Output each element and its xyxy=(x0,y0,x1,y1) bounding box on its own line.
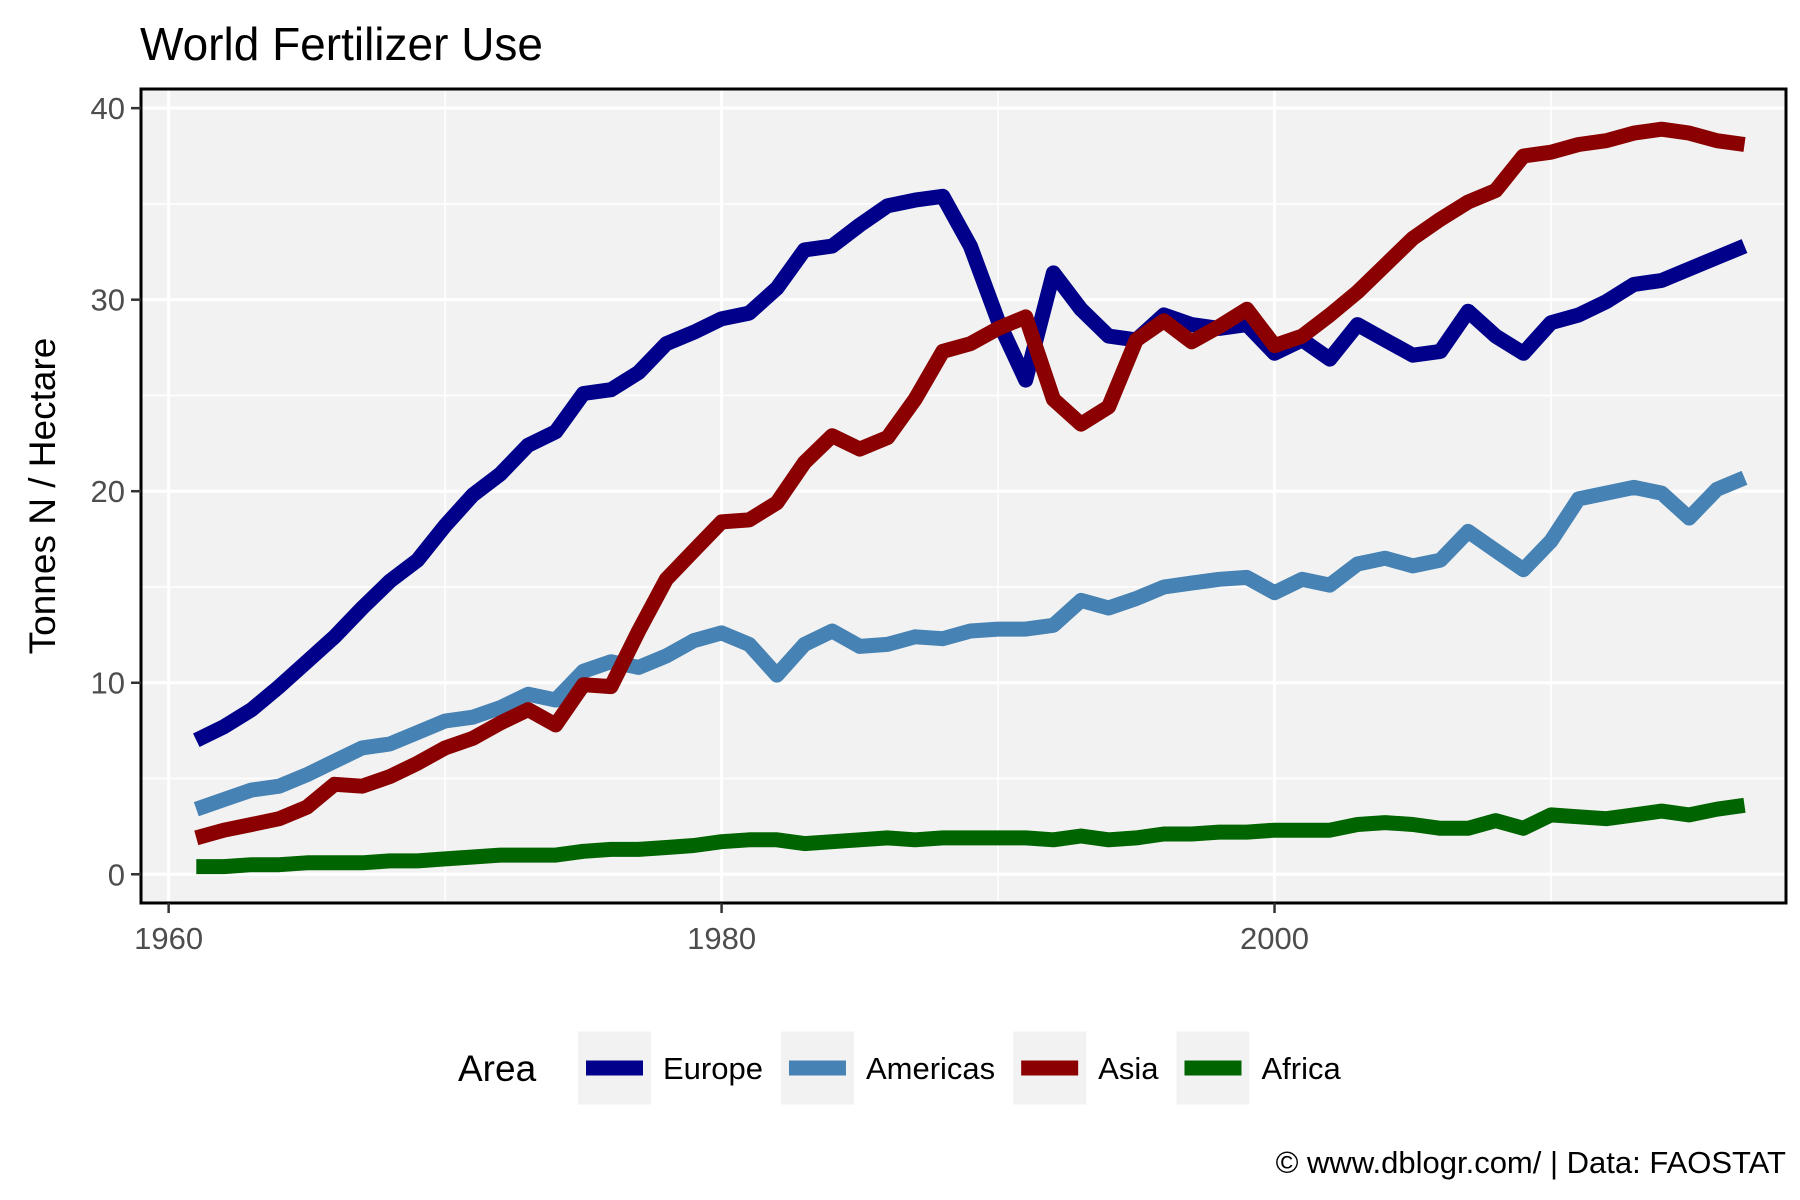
legend-title: Area xyxy=(458,1048,537,1089)
x-tick-label: 1960 xyxy=(134,921,203,956)
y-tick-label: 0 xyxy=(108,857,125,892)
legend: Area Europe Americas Asia Africa xyxy=(458,1031,1341,1105)
y-axis: 0 10 20 30 40 xyxy=(91,91,141,892)
x-tick-label: 1980 xyxy=(687,921,756,956)
x-axis: 1960 1980 2000 xyxy=(134,903,1309,956)
y-tick-label: 30 xyxy=(91,283,125,318)
chart-title: World Fertilizer Use xyxy=(140,18,543,70)
series-line-africa xyxy=(196,797,1746,875)
caption: © www.dblogr.com/ | Data: FAOSTAT xyxy=(1276,1145,1786,1180)
y-tick-label: 20 xyxy=(91,474,125,509)
legend-label-africa: Africa xyxy=(1261,1051,1341,1086)
y-axis-title: Tonnes N / Hectare xyxy=(22,338,63,655)
x-tick-label: 2000 xyxy=(1240,921,1309,956)
y-tick-label: 10 xyxy=(91,666,125,701)
minor-gridlines xyxy=(141,89,1786,903)
series-line-asia xyxy=(194,121,1746,846)
legend-label-europe: Europe xyxy=(663,1051,763,1086)
legend-label-americas: Americas xyxy=(866,1051,995,1086)
major-gridlines xyxy=(141,89,1786,903)
y-tick-label: 40 xyxy=(91,91,125,126)
legend-label-asia: Asia xyxy=(1098,1051,1159,1086)
series-line-europe xyxy=(193,188,1748,747)
series-lines xyxy=(193,121,1748,875)
plot-border xyxy=(139,87,1788,905)
series-line-americas xyxy=(193,470,1748,817)
